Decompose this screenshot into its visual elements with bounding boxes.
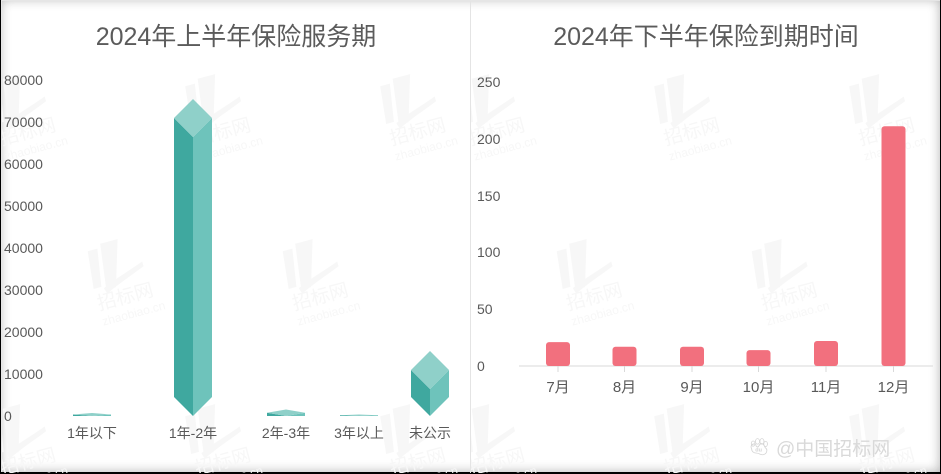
svg-text:du: du: [755, 447, 762, 453]
